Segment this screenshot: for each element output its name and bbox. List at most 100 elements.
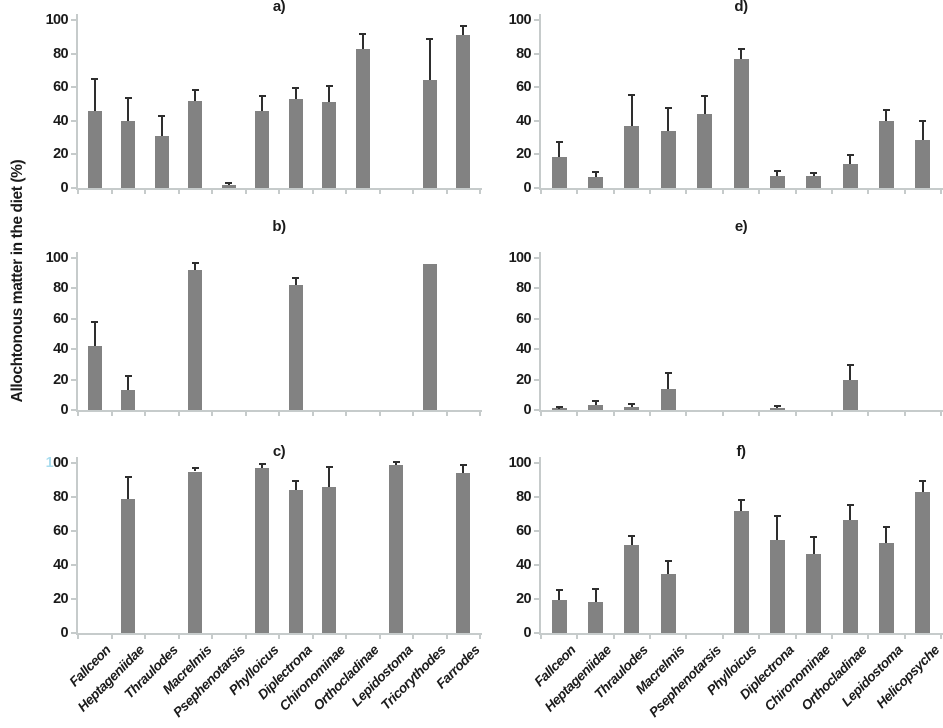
x-tick-a [311, 190, 314, 194]
error-bar-a-farrodes [462, 26, 465, 36]
bar-e-diplectrona [769, 407, 785, 410]
x-tick-d [721, 190, 724, 194]
x-tick-e [685, 412, 688, 416]
y-tick-label-b: 100 [45, 250, 69, 266]
error-cap-a-orthocladinae [359, 33, 367, 36]
y-tick-f [534, 462, 539, 464]
error-cap-c-diplectrona [292, 479, 300, 482]
error-cap-e-heptageniidae [592, 400, 600, 403]
y-tick-c [71, 632, 76, 634]
y-axis-line-e [539, 252, 541, 412]
error-cap-f-fallceon [555, 588, 563, 591]
error-bar-a-heptageniidae [127, 98, 130, 121]
x-tick-c [177, 635, 180, 639]
bar-c-lepidostoma [389, 464, 404, 633]
x-tick-c [77, 635, 79, 639]
y-tick-label-d: 100 [508, 12, 532, 28]
error-cap-f-heptageniidae [592, 587, 600, 590]
error-bar-f-fallceon [558, 590, 561, 600]
error-cap-a-diplectrona [292, 86, 300, 89]
bar-d-psephenotarsis [697, 114, 713, 188]
error-cap-b-macrelmis [191, 262, 199, 265]
bar-f-helicopsyche [915, 491, 931, 633]
x-tick-d [903, 190, 906, 194]
x-tick-d [794, 190, 797, 194]
error-bar-d-phylloicus [740, 50, 742, 59]
y-tick-a [71, 86, 76, 89]
error-cap-a-chironominae [325, 85, 333, 88]
error-bar-b-heptageniidae [127, 376, 130, 391]
x-tick-f [940, 635, 942, 639]
x-tick-c [479, 635, 481, 639]
error-cap-c-chironominae [325, 466, 333, 469]
y-tick-label-f: 20 [516, 591, 532, 607]
x-tick-a [244, 190, 247, 194]
y-axis-line-c [76, 457, 78, 635]
y-tick-d [534, 153, 539, 156]
x-tick-d [576, 190, 579, 194]
x-tick-f [794, 635, 797, 639]
y-tick-label-f: 40 [516, 557, 532, 573]
panel-f-title: f) [736, 443, 747, 460]
bar-a-farrodes [456, 35, 471, 188]
x-tick-e [794, 412, 797, 416]
x-tick-f [685, 635, 688, 639]
x-tick-a [479, 190, 481, 194]
error-bar-d-thraulodes [630, 95, 633, 126]
y-tick-label-b: 0 [60, 402, 69, 418]
y-tick-f [534, 496, 539, 498]
x-tick-b [144, 412, 146, 416]
x-tick-e [867, 412, 870, 416]
error-cap-e-fallceon [555, 405, 563, 408]
x-tick-d [540, 190, 542, 194]
bar-f-diplectrona [769, 540, 785, 633]
x-tick-e [612, 412, 615, 416]
x-tick-f [576, 635, 579, 639]
error-cap-c-lepidostoma [392, 461, 400, 463]
x-tick-b [110, 412, 113, 416]
error-bar-c-heptageniidae [127, 478, 130, 499]
y-tick-f [534, 530, 539, 532]
bar-a-tricorythodes [422, 80, 437, 188]
bar-c-farrodes [456, 473, 471, 633]
y-tick-label-e: 40 [516, 341, 532, 358]
error-bar-d-diplectrona [776, 172, 779, 177]
error-bar-a-fallceon [93, 80, 96, 111]
bar-a-chironominae [322, 102, 337, 188]
x-tick-c [144, 635, 146, 639]
y-tick-label-b: 20 [53, 371, 69, 388]
bar-c-chironominae [322, 486, 337, 633]
error-cap-b-fallceon [91, 321, 99, 324]
x-tick-c [378, 635, 381, 639]
error-cap-a-macrelmis [191, 88, 199, 91]
y-tick-b [71, 348, 76, 351]
y-tick-label-f: 0 [523, 625, 532, 641]
error-cap-d-macrelmis [664, 107, 672, 110]
error-bar-f-chironominae [812, 537, 815, 554]
panel-c-title: c) [272, 443, 286, 460]
error-bar-f-diplectrona [776, 517, 779, 541]
bar-e-heptageniidae [588, 405, 604, 410]
y-tick-a [71, 187, 76, 189]
y-tick-f [534, 632, 539, 634]
y-tick-label-d: 20 [516, 146, 532, 163]
error-cap-a-heptageniidae [124, 96, 132, 99]
error-cap-f-chironominae [810, 535, 818, 538]
error-cap-f-lepidostoma [882, 525, 890, 528]
error-bar-a-orthocladinae [361, 35, 364, 49]
y-tick-d [534, 86, 539, 89]
error-bar-f-heptageniidae [594, 589, 597, 603]
x-tick-c [445, 635, 448, 639]
panel-a-title: a) [272, 0, 286, 15]
bar-e-fallceon [551, 408, 567, 410]
y-tick-c [71, 598, 76, 600]
x-tick-f [867, 635, 870, 639]
y-tick-d [534, 119, 539, 122]
y-tick-c [71, 530, 76, 532]
bar-c-macrelmis [188, 471, 203, 633]
x-tick-e [721, 412, 724, 416]
x-tick-f [758, 635, 761, 639]
bar-a-macrelmis [188, 100, 203, 188]
y-tick-label-e: 20 [516, 371, 532, 388]
error-bar-d-chironominae [812, 173, 815, 177]
